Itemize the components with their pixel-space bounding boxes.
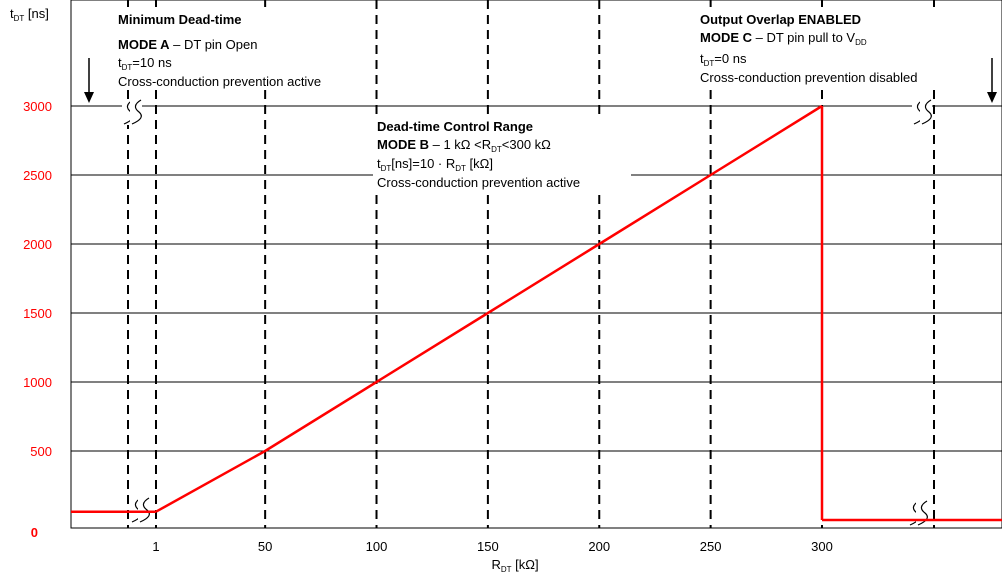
mode-a-value: tDT=10 ns: [118, 55, 172, 72]
plot-area-border: [70, 0, 1002, 529]
x-tick-label-100: 100: [366, 539, 388, 554]
x-axis-label: RDT [kΩ]: [491, 557, 538, 574]
y-axis-label: tDT [ns]: [10, 6, 49, 23]
annotation-mode-a-background: [114, 7, 368, 89]
y-tick-label-3000: 3000: [23, 99, 52, 114]
annotation-mode-b: Dead-time Control Range MODE B – 1 kΩ <R…: [373, 116, 631, 192]
annotation-mode-b-background: [373, 116, 631, 192]
series-segment-mode-b: [155, 104, 823, 513]
y-tick-label-1000: 1000: [23, 375, 52, 390]
break-mark-bottom-right-icon-bg-1: [916, 500, 928, 526]
mode-c-description: MODE C – DT pin pull to VDD: [700, 30, 867, 47]
break-mark-top-left-icon-bg-1: [130, 99, 142, 125]
y-tick-label-500: 500: [30, 444, 52, 459]
mode-b-heading: Dead-time Control Range: [377, 119, 533, 134]
y-tick-label-2000: 2000: [23, 237, 52, 252]
y-tick-label-0: 0: [31, 525, 38, 540]
down-arrow-left-icon: [84, 58, 94, 103]
break-mark-top-right-icon-line-1: [921, 99, 932, 125]
break-mark-top-right-icon-bg-1: [920, 99, 932, 125]
x-tick-labels: 1 50 100 150 200 250 300: [152, 539, 832, 554]
mode-b-range: MODE B – 1 kΩ <RDT<300 kΩ: [377, 137, 551, 154]
x-tick-label-150: 150: [477, 539, 499, 554]
mode-a-note: Cross-conduction prevention active: [118, 74, 321, 89]
mode-a-description: MODE A – DT pin Open: [118, 37, 257, 52]
break-mark-bottom-right-icon-line-1: [917, 500, 928, 526]
y-tick-label-1500: 1500: [23, 306, 52, 321]
mode-c-note: Cross-conduction prevention disabled: [700, 70, 918, 85]
annotation-mode-c-background: [696, 7, 942, 89]
mode-b-note: Cross-conduction prevention active: [377, 175, 580, 190]
break-mark-top-left-icon: [122, 99, 142, 125]
x-tick-label-250: 250: [700, 539, 722, 554]
series-layer: [71, 104, 1002, 522]
break-mark-top-left-icon-line-1: [131, 99, 142, 125]
x-tick-label-1: 1: [152, 539, 159, 554]
annotation-mode-a: Minimum Dead-time MODE A – DT pin Open t…: [114, 7, 368, 89]
x-tick-label-50: 50: [258, 539, 272, 554]
break-mark-top-right-icon: [912, 99, 932, 125]
x-tick-label-300: 300: [811, 539, 833, 554]
break-mark-bottom-left-icon: [130, 497, 150, 523]
mode-b-formula: tDT[ns]=10 · RDT [kΩ]: [377, 156, 493, 173]
annotation-mode-c: Output Overlap ENABLED MODE C – DT pin p…: [696, 7, 942, 89]
mode-c-heading: Output Overlap ENABLED: [700, 12, 861, 27]
mode-c-value: tDT=0 ns: [700, 51, 747, 68]
y-tick-label-2500: 2500: [23, 168, 52, 183]
break-mark-bottom-left-icon-bg-1: [138, 497, 150, 523]
y-tick-labels: 0 500 1000 1500 2000 2500 3000: [23, 99, 52, 540]
break-mark-bottom-right-icon: [908, 500, 928, 526]
mode-a-heading: Minimum Dead-time: [118, 12, 242, 27]
x-tick-label-200: 200: [588, 539, 610, 554]
break-mark-bottom-left-icon-line-1: [139, 497, 150, 523]
down-arrow-right-icon: [987, 58, 997, 103]
